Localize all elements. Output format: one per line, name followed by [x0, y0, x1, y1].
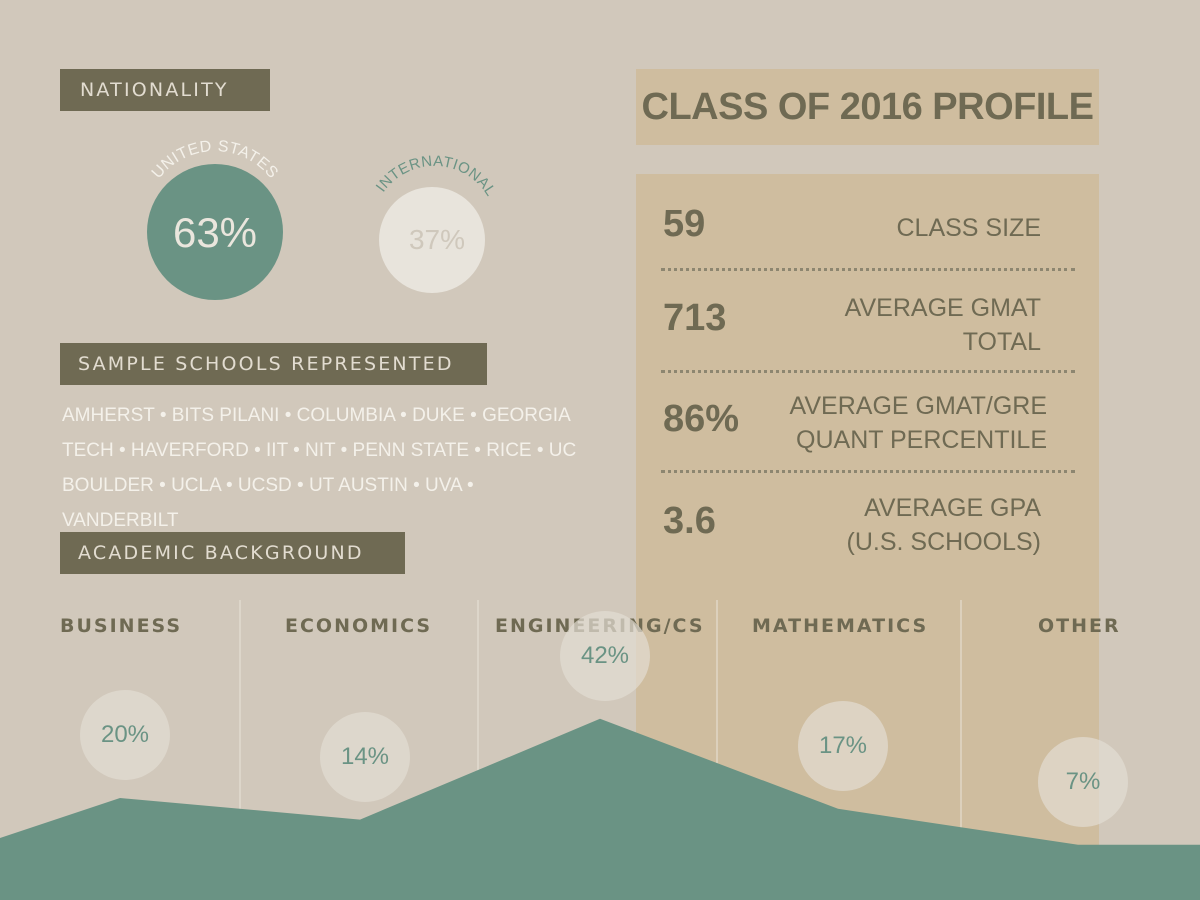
percent-bubble: 42% — [560, 610, 650, 701]
stat-label: AVERAGE GPA (U.S. SCHOOLS) — [846, 494, 1041, 556]
academic-area — [0, 718, 1200, 900]
stat-value: 713 — [663, 297, 727, 339]
percent-bubble: 14% — [320, 711, 410, 802]
stat-value: 59 — [663, 203, 706, 245]
stat-class-size: 59 CLASS SIZE — [661, 200, 1075, 260]
stat-gmat: 713 AVERAGE GMAT TOTAL — [661, 290, 1075, 360]
schools-header: SAMPLE SCHOOLS REPRESENTED — [60, 343, 487, 385]
intl-circle — [379, 187, 485, 293]
stat-label: AVERAGE GMAT/GRE QUANT PERCENTILE — [789, 392, 1047, 454]
intl-percent: 37% — [409, 224, 465, 255]
category-label: MATHEMATICS — [752, 615, 929, 637]
us-percent: 63% — [173, 209, 257, 256]
stat-value: 3.6 — [663, 500, 716, 542]
stat-divider — [661, 470, 1075, 473]
us-circle — [147, 164, 283, 300]
stat-label: CLASS SIZE — [896, 214, 1042, 242]
percent-bubble: 7% — [1038, 736, 1128, 827]
category-label: ECONOMICS — [285, 615, 433, 637]
stat-divider — [661, 268, 1075, 271]
nationality-chart: UNITED STATES 63% INTERNATIONAL 37% — [147, 138, 499, 300]
percent-bubble: 17% — [798, 700, 888, 791]
stat-label: AVERAGE GMAT TOTAL — [844, 294, 1041, 356]
nationality-header: NATIONALITY — [60, 69, 270, 111]
schools-list: AMHERST • BITS PILANI • COLUMBIA • DUKE … — [62, 405, 577, 531]
stat-quant: 86% AVERAGE GMAT/GRE QUANT PERCENTILE — [661, 388, 1075, 458]
category-label: BUSINESS — [60, 615, 183, 637]
percent-bubble: 20% — [80, 690, 170, 780]
stat-gpa: 3.6 AVERAGE GPA (U.S. SCHOOLS) — [661, 490, 1075, 560]
stat-value: 86% — [663, 398, 740, 440]
profile-title: CLASS OF 2016 PROFILE — [636, 69, 1099, 145]
category-label: OTHER — [1038, 615, 1121, 637]
stat-divider — [661, 370, 1075, 373]
academic-header: ACADEMIC BACKGROUND — [60, 532, 405, 574]
